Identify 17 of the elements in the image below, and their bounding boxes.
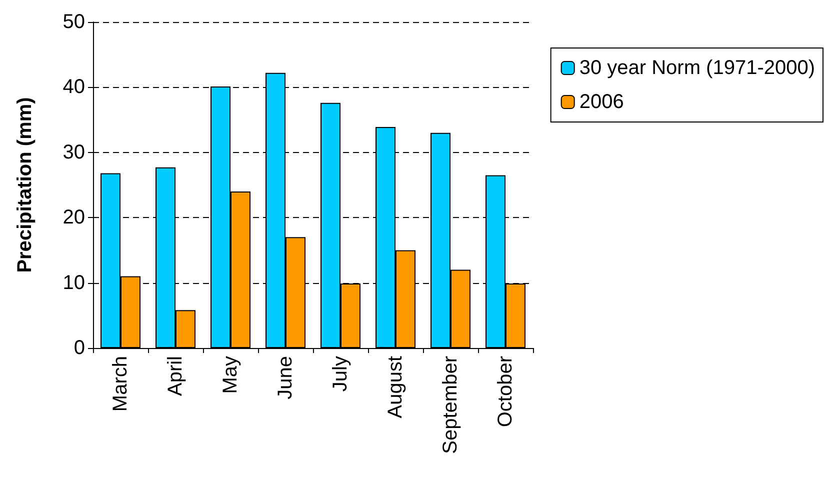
x-tick-label: July xyxy=(330,356,352,392)
x-tick-label: October xyxy=(494,356,516,428)
x-tick-label: April xyxy=(164,356,186,396)
x-tick-label: June xyxy=(274,356,296,400)
y-tick-label: 0 xyxy=(74,337,85,359)
x-tick-label: August xyxy=(384,356,406,418)
legend-label: 30 year Norm (1971-2000) xyxy=(579,57,816,79)
y-tick-label: 50 xyxy=(62,11,85,33)
y-tick-label: 40 xyxy=(62,76,85,98)
y-tick-label: 20 xyxy=(62,206,85,229)
legend-label: 2006 xyxy=(579,91,624,113)
x-tick-label: September xyxy=(440,356,462,454)
y-tick-label: 30 xyxy=(62,141,85,164)
x-tick-label: March xyxy=(110,356,132,412)
y-tick-label: 10 xyxy=(62,272,85,294)
x-tick-label: May xyxy=(220,356,242,394)
y-axis-title: Precipitation (mm) xyxy=(14,97,36,273)
